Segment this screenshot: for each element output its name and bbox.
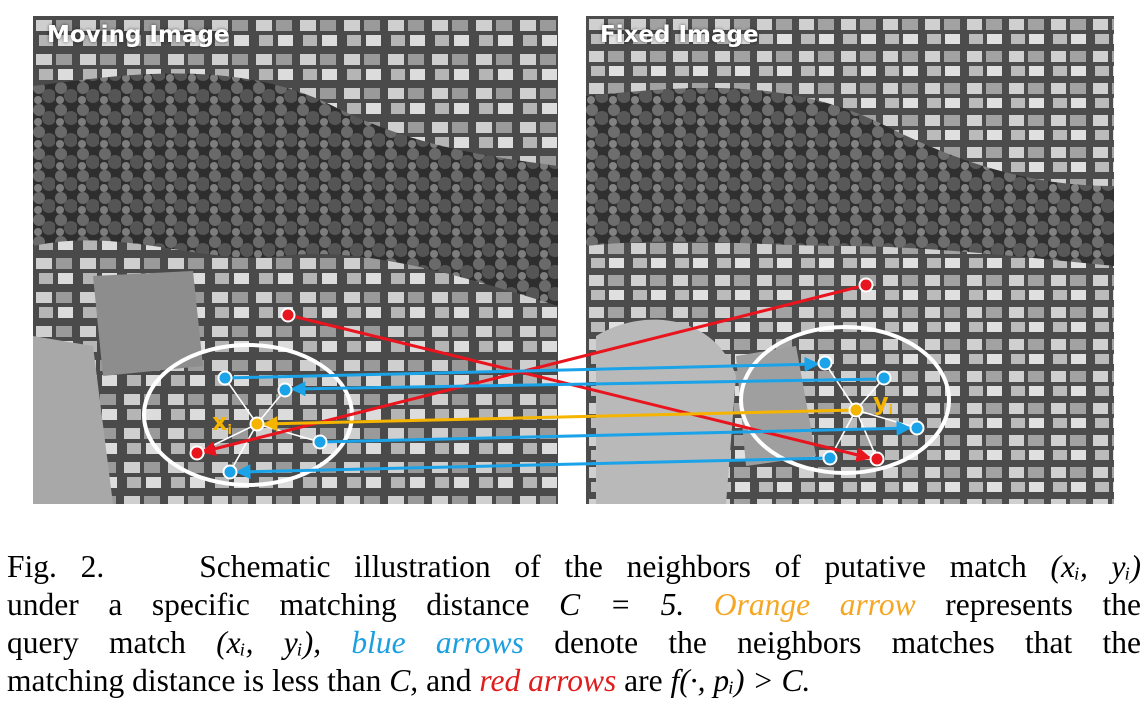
- caption-line-4: matching distance is less than C, and re…: [7, 662, 1141, 700]
- label-y-i: yi: [873, 388, 893, 418]
- label-x-i: xi: [212, 408, 232, 438]
- caption-orange-arrow: Orange arrow: [713, 587, 916, 622]
- blue-point: [822, 450, 838, 466]
- caption-text: are: [624, 663, 663, 698]
- caption-math: f(·, pᵢ) > C.: [670, 663, 811, 698]
- matching-overlay: xi yi: [142, 277, 951, 487]
- caption-math: (xᵢ, yᵢ): [1050, 549, 1142, 584]
- orange-arrow: [262, 408, 857, 432]
- caption-math: C = 5.: [559, 587, 685, 622]
- caption-line-2: under a specific matching distance C = 5…: [7, 586, 1141, 624]
- blue-point: [217, 370, 233, 386]
- caption-text: query match: [7, 625, 186, 660]
- points-left: [189, 307, 328, 480]
- blue-arrow-3: [319, 420, 912, 444]
- red-point: [280, 307, 296, 323]
- figure-number: Fig. 2.: [7, 549, 105, 584]
- caption-text: and: [426, 663, 472, 698]
- points-right: [817, 277, 925, 467]
- query-point-x: [249, 416, 265, 432]
- caption-text: represents the: [945, 587, 1142, 622]
- moving-image-title: Moving Image: [47, 22, 230, 48]
- caption-text: denote the neighbors matches that the: [554, 625, 1142, 660]
- blue-arrow-4: [235, 456, 831, 480]
- fixed-image-title: Fixed Image: [600, 22, 759, 48]
- caption-line-1: Fig. 2. Schematic illustration of the ne…: [7, 548, 1141, 586]
- moving-image-panel: Moving Image: [33, 16, 558, 504]
- red-arrow-1: [287, 313, 872, 463]
- red-point: [869, 451, 885, 467]
- caption-math: C,: [389, 663, 419, 698]
- query-point-y: [848, 402, 864, 418]
- caption-red-arrows: red arrows: [479, 663, 617, 698]
- red-point: [858, 277, 874, 293]
- blue-point: [909, 420, 925, 436]
- blue-point: [312, 434, 328, 450]
- moving-aerial-image: [33, 16, 558, 504]
- blue-point: [817, 355, 833, 371]
- caption-math: (xᵢ, yᵢ),: [216, 625, 322, 660]
- red-arrow-2: [200, 283, 867, 456]
- caption-text: matching distance is less than: [7, 663, 382, 698]
- blue-point: [277, 382, 293, 398]
- blue-arrow-2: [290, 377, 885, 397]
- caption-blue-arrows: blue arrows: [351, 625, 524, 660]
- red-point: [189, 445, 205, 461]
- neighborhood-ellipse-left: [142, 343, 354, 487]
- caption-text: under a specific matching distance: [7, 587, 530, 622]
- blue-point: [876, 370, 892, 386]
- neighborhood-ellipse-right: [739, 325, 951, 475]
- blue-arrow-1: [224, 356, 820, 380]
- figure-caption: Fig. 2. Schematic illustration of the ne…: [7, 548, 1141, 700]
- caption-text: Schematic illustration of the neighbors …: [199, 549, 1027, 584]
- caption-line-3: query match (xᵢ, yᵢ), blue arrows denote…: [7, 624, 1141, 662]
- blue-point: [222, 464, 238, 480]
